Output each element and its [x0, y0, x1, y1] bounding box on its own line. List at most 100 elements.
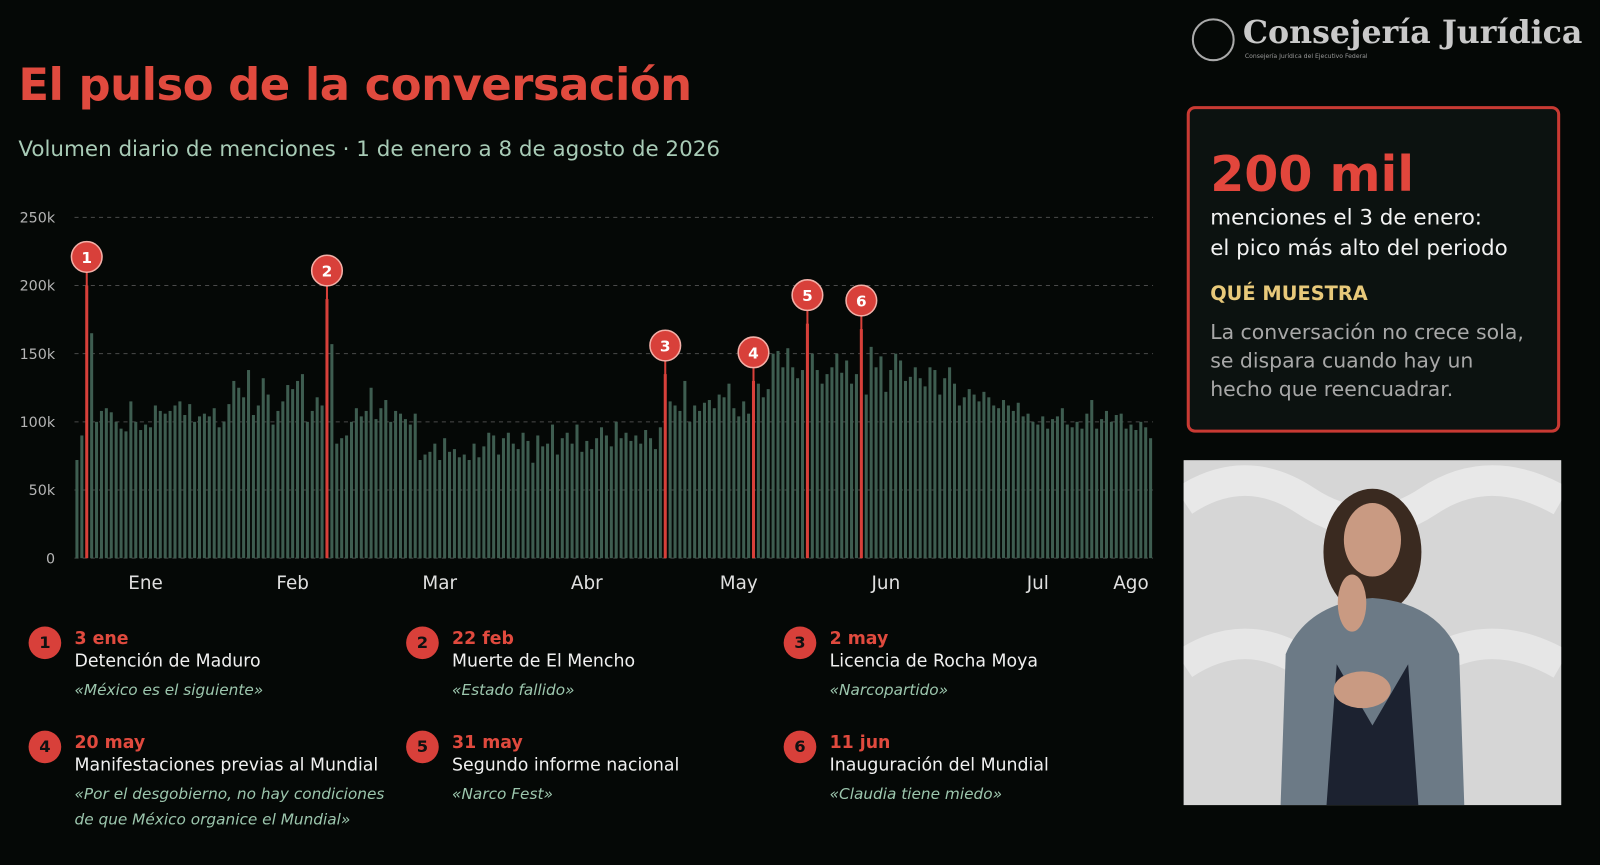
bar: [938, 394, 942, 559]
bar: [384, 400, 388, 559]
bar: [320, 405, 324, 559]
x-tick-label: Ene: [128, 573, 163, 594]
chart: 0 50k 100k 150k 200k 250k Ene Feb Mar Abr May Jun Ju…: [20, 210, 1154, 594]
bar: [423, 454, 427, 559]
bar: [835, 353, 839, 559]
bar: [276, 410, 280, 559]
bar: [256, 405, 260, 559]
bar: [242, 397, 246, 559]
bar: [394, 410, 398, 559]
bar: [1065, 424, 1069, 559]
bar: [727, 383, 731, 559]
bar: [658, 427, 662, 559]
bar: [335, 443, 339, 559]
bar: [957, 405, 961, 559]
bar: [1041, 416, 1045, 559]
bar: [800, 370, 805, 559]
bar: [501, 438, 505, 559]
bar: [1144, 427, 1148, 559]
bar: [124, 431, 128, 559]
y-tick-label: 250k: [20, 210, 56, 226]
bar: [129, 401, 133, 559]
bar: [80, 435, 84, 559]
bar: [972, 394, 976, 559]
bar: [869, 346, 873, 559]
bar: [291, 389, 295, 559]
event-quote: «Por el desgobierno, no hay condiciones …: [74, 784, 385, 829]
bar: [345, 435, 349, 559]
bar: [531, 462, 535, 559]
bar: [830, 367, 834, 559]
y-tick-label: 200k: [20, 279, 56, 295]
bar: [918, 378, 922, 559]
bar: [222, 421, 226, 559]
bar: [943, 378, 947, 559]
event-number: 1: [81, 249, 92, 267]
bar: [443, 438, 447, 559]
event-dot: [70, 240, 103, 274]
y-tick-label: 0: [46, 551, 55, 567]
event-title: Detención de Maduro: [74, 651, 261, 672]
bar: [565, 432, 569, 559]
bar: [148, 427, 152, 559]
bar: [555, 454, 559, 559]
bar: [810, 353, 814, 559]
bar: [188, 404, 192, 559]
x-tick-label: Jun: [871, 573, 901, 594]
bar: [310, 410, 314, 559]
bar: [541, 446, 545, 559]
event-quote: «Estado fallido»: [452, 680, 575, 699]
bar: [693, 405, 697, 559]
event-marker: 4: [737, 336, 770, 559]
bar: [1109, 421, 1113, 559]
x-tick-label: Ago: [1113, 573, 1148, 594]
bar: [95, 421, 99, 559]
bar: [604, 435, 608, 559]
bar: [178, 401, 182, 559]
bar: [992, 405, 996, 559]
bar: [340, 438, 344, 559]
bar: [202, 413, 206, 559]
x-tick-label: Jul: [1026, 573, 1049, 594]
bar: [791, 367, 795, 559]
bar: [737, 416, 741, 559]
bar: [1124, 428, 1128, 559]
bar: [217, 427, 221, 559]
bar: [349, 421, 354, 559]
bar: [894, 353, 898, 559]
bar: [109, 412, 113, 559]
bar: [722, 397, 726, 559]
bar: [678, 410, 682, 559]
bar: [786, 348, 790, 559]
bar: [1139, 421, 1143, 559]
bar: [492, 435, 496, 559]
bar: [820, 383, 824, 559]
bar: [428, 451, 432, 559]
bar: [590, 449, 594, 559]
event-marker: 1: [70, 240, 103, 559]
bar: [879, 356, 883, 559]
event-marker: 5: [791, 279, 824, 559]
interpreter: [1183, 460, 1562, 806]
event-date: 31 may: [452, 732, 523, 754]
stat-panel: 200 mil menciones el 3 de enero: el pico…: [1186, 106, 1561, 433]
bar: [840, 372, 844, 559]
bar: [560, 438, 564, 559]
bar: [776, 350, 780, 559]
bar: [570, 443, 574, 559]
bar: [413, 413, 417, 559]
y-tick-label: 50k: [29, 483, 56, 499]
bar: [732, 408, 736, 559]
bar: [546, 443, 550, 559]
bar: [634, 435, 638, 559]
bar: [1119, 413, 1123, 559]
bar: [550, 424, 555, 559]
bar: [1021, 416, 1025, 559]
bar: [467, 460, 471, 559]
bar: [1031, 421, 1035, 559]
bar: [452, 449, 456, 559]
bar: [683, 380, 687, 559]
event-number: 4: [748, 344, 759, 362]
bar: [796, 378, 800, 559]
